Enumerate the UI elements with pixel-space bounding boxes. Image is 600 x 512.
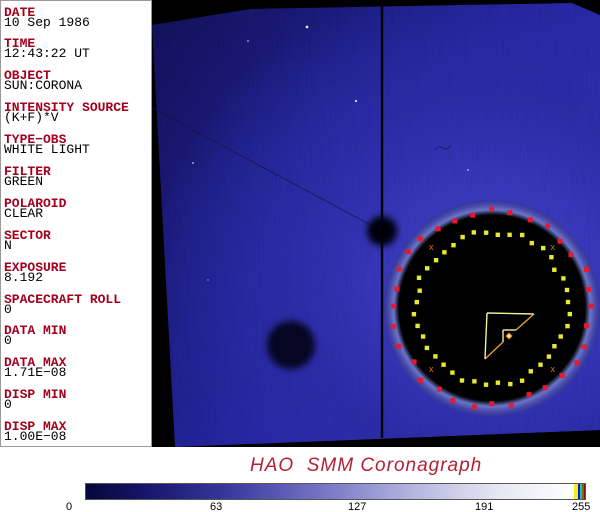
svg-text:x: x	[429, 242, 434, 252]
svg-text:x: x	[551, 364, 556, 374]
svg-text:x: x	[551, 242, 556, 252]
svg-text:x: x	[429, 364, 434, 374]
